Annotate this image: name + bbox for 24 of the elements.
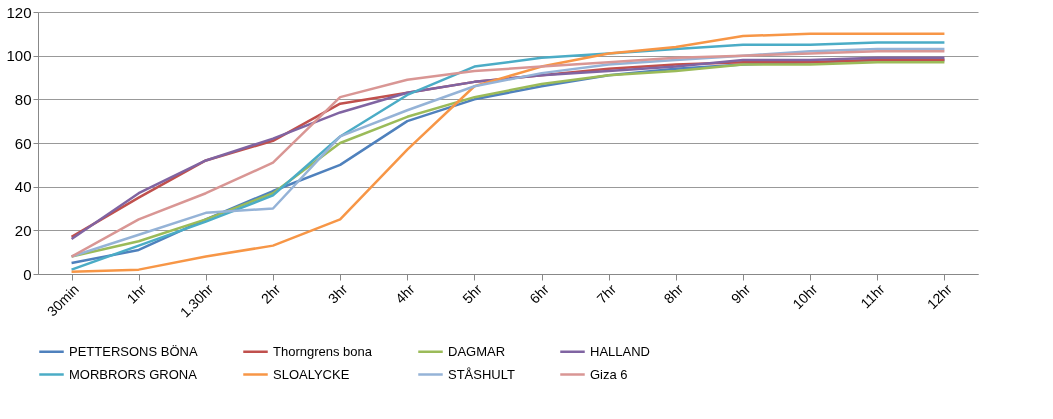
x-tick-label: 1hr	[123, 280, 150, 307]
x-tick-label: 8hr	[660, 280, 687, 307]
x-tick-label: 5hr	[459, 280, 486, 307]
y-tick-label: 80	[14, 90, 32, 108]
y-tick-label: 0	[23, 265, 32, 283]
legend-label: Thorngrens bona	[273, 343, 373, 359]
y-tick-label: 60	[14, 134, 32, 152]
x-tick-label: 3hr	[324, 280, 351, 307]
x-tick-label: 7hr	[593, 280, 620, 307]
x-tick-label: 9hr	[727, 280, 754, 307]
legend-label: DAGMAR	[448, 343, 506, 359]
legend-label: MORBRORS GRONA	[69, 366, 198, 382]
y-tick-label: 20	[14, 221, 32, 239]
y-tick-label: 120	[6, 3, 32, 21]
x-tick-label: 6hr	[526, 280, 553, 307]
legend-label: STÅSHULT	[448, 366, 515, 382]
x-tick-label: 2hr	[257, 280, 284, 307]
y-tick-label: 40	[14, 178, 32, 196]
legend-label: PETTERSONS BÖNA	[69, 343, 198, 359]
y-tick-label: 100	[6, 47, 32, 65]
x-tick-label: 4hr	[392, 280, 418, 307]
legend-label: HALLAND	[590, 343, 650, 359]
legend-label: SLOALYCKE	[273, 366, 350, 382]
legend-label: Giza 6	[590, 366, 628, 382]
